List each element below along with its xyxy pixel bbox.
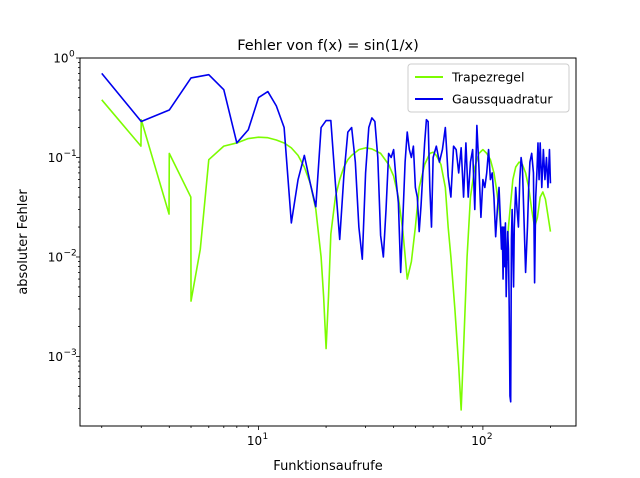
major-ticks xyxy=(76,57,484,430)
legend-box xyxy=(407,63,570,113)
legend: Trapezregel Gaussquadratur xyxy=(407,63,570,113)
x-tick-exponent: 1 xyxy=(263,432,269,442)
y-tick-exponent: −1 xyxy=(64,149,77,159)
series-line-gaussquadratur xyxy=(101,72,552,403)
legend-label-gaussquadratur: Gaussquadratur xyxy=(452,92,553,107)
x-tick-exponent: 2 xyxy=(487,432,493,442)
y-tick-label: 10 xyxy=(48,350,63,364)
x-tick-label: 10 xyxy=(471,434,486,448)
y-tick-exponent: −3 xyxy=(64,348,77,358)
plot-frame xyxy=(79,57,577,427)
y-axis-label: absoluter Fehler xyxy=(16,189,31,295)
x-axis-label: Funktionsaufrufe xyxy=(273,459,382,474)
legend-label-trapezregel: Trapezregel xyxy=(451,70,524,85)
y-tick-label: 10 xyxy=(53,52,68,66)
y-tick-exponent: −2 xyxy=(64,248,77,258)
x-tick-label: 10 xyxy=(247,434,262,448)
y-tick-label: 10 xyxy=(48,250,63,264)
y-tick-exponent: 0 xyxy=(69,50,75,60)
y-tick-label: 10 xyxy=(48,151,63,165)
series-group xyxy=(101,72,552,411)
tick-labels: 10 1 10 210 −310 −210 −110 0 xyxy=(48,50,493,449)
chart-title: Fehler von f(x) = sin(1/x) xyxy=(237,38,419,54)
series-line-trapezregel xyxy=(101,99,552,411)
